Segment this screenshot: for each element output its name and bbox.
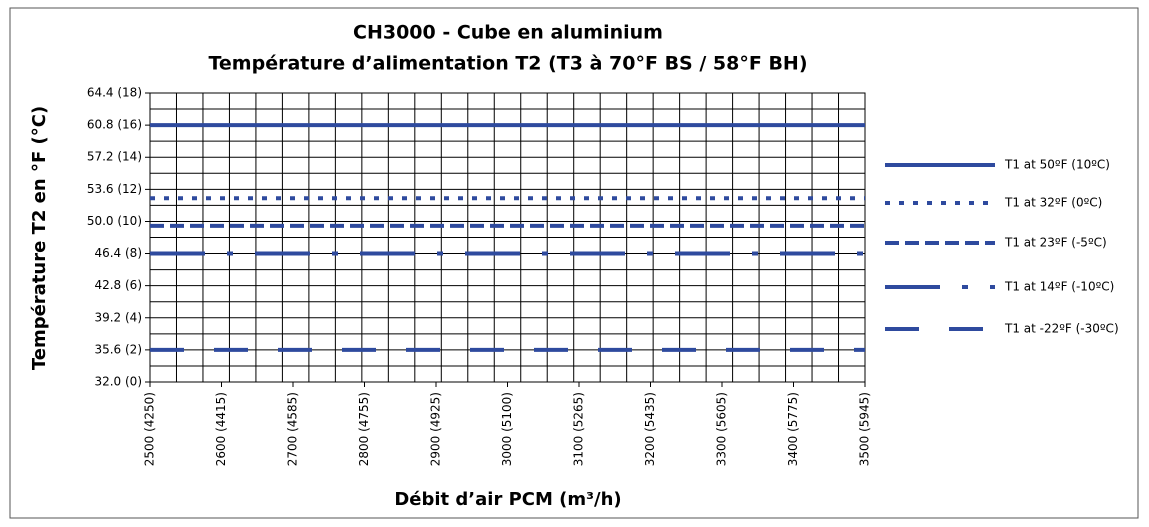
x-tick-label: 3400 (5775) <box>786 392 800 466</box>
y-tick-label: 39.2 (4) <box>94 310 142 324</box>
x-tick-label: 3500 (5945) <box>858 392 872 466</box>
x-tick-label: 3000 (5100) <box>500 392 514 466</box>
legend-label: T1 at 32ºF (0ºC) <box>1004 196 1102 210</box>
legend-label: T1 at 14ºF (-10ºC) <box>1004 280 1114 294</box>
x-axis-title: Débit d’air PCM (m³/h) <box>394 489 621 510</box>
x-tick-label: 2700 (4585) <box>286 392 300 466</box>
x-tick-label: 2500 (4250) <box>143 392 157 466</box>
y-tick-label: 35.6 (2) <box>94 342 142 356</box>
y-axis-title: Température T2 en °F (°C) <box>29 106 50 370</box>
y-tick-label: 32.0 (0) <box>94 375 142 389</box>
y-tick-label: 53.6 (12) <box>87 182 142 196</box>
y-tick-label: 57.2 (14) <box>87 150 142 164</box>
y-tick-label: 50.0 (10) <box>87 214 142 228</box>
x-tick-label: 3200 (5435) <box>643 392 657 466</box>
legend-label: T1 at -22ºF (-30ºC) <box>1004 322 1119 336</box>
y-tick-label: 64.4 (18) <box>87 86 142 100</box>
x-tick-label: 2900 (4925) <box>429 392 443 466</box>
x-tick-label: 2800 (4755) <box>357 392 371 466</box>
x-tick-label: 3300 (5605) <box>715 392 729 466</box>
legend-label: T1 at 50ºF (10ºC) <box>1004 158 1110 172</box>
y-tick-label: 46.4 (8) <box>94 246 142 260</box>
chart-title: CH3000 - Cube en aluminium <box>353 22 663 44</box>
x-tick-label: 2600 (4415) <box>214 392 228 466</box>
chart-subtitle: Température d’alimentation T2 (T3 à 70°F… <box>208 53 807 75</box>
x-tick-label: 3100 (5265) <box>572 392 586 466</box>
legend-label: T1 at 23ºF (-5ºC) <box>1004 236 1107 250</box>
y-tick-label: 60.8 (16) <box>87 118 142 132</box>
plot-border <box>149 92 866 383</box>
y-tick-label: 42.8 (6) <box>94 278 142 292</box>
